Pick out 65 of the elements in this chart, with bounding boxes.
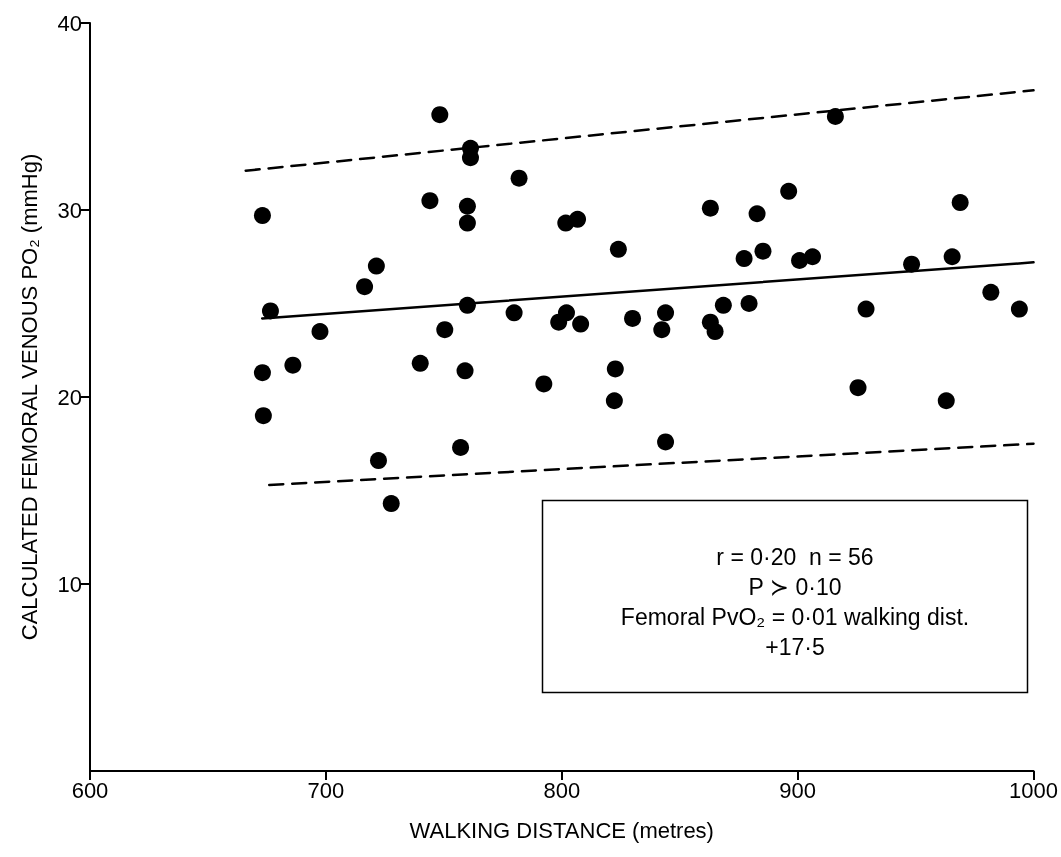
- y-tick-label: 40: [57, 10, 82, 36]
- point: [937, 392, 955, 410]
- point: [606, 360, 624, 378]
- point: [982, 283, 1000, 301]
- point: [505, 304, 523, 322]
- point: [735, 250, 753, 268]
- x-axis-title: WALKING DISTANCE (metres): [409, 817, 714, 843]
- point: [569, 210, 587, 228]
- y-tick-label: 20: [57, 384, 82, 410]
- x-tick-label: 800: [543, 777, 581, 803]
- point: [657, 433, 675, 451]
- point: [653, 321, 671, 339]
- point: [826, 108, 844, 125]
- point: [458, 296, 476, 314]
- point: [284, 356, 302, 374]
- point: [261, 302, 279, 320]
- point: [367, 257, 385, 275]
- point: [857, 300, 875, 318]
- point: [452, 438, 470, 456]
- point: [572, 315, 590, 333]
- point: [804, 248, 822, 266]
- point: [254, 407, 272, 425]
- point: [657, 304, 675, 322]
- x-tick-label: 600: [71, 777, 109, 803]
- x-tick-label: 700: [307, 777, 345, 803]
- annotation: P ≻ 0·10: [748, 574, 842, 600]
- point: [550, 313, 568, 331]
- point: [748, 205, 766, 223]
- point: [943, 248, 961, 266]
- point: [754, 242, 772, 260]
- y-tick-label: 10: [57, 571, 82, 597]
- point: [1010, 300, 1028, 318]
- point: [714, 296, 732, 314]
- point: [740, 295, 758, 312]
- point: [311, 323, 329, 341]
- point: [253, 364, 271, 382]
- point: [535, 375, 553, 393]
- point: [605, 392, 623, 410]
- point: [609, 240, 627, 258]
- point: [624, 309, 642, 327]
- annotation: r = 0·20 n = 56: [716, 544, 874, 570]
- point: [436, 321, 454, 339]
- annotation: +17·5: [765, 634, 825, 660]
- annotation: Femoral PvO₂ = 0·01 walking dist.: [620, 604, 970, 630]
- point: [411, 354, 429, 372]
- point: [903, 255, 921, 273]
- point: [701, 199, 719, 217]
- point: [456, 362, 474, 380]
- point: [253, 207, 271, 225]
- point: [706, 323, 724, 341]
- point: [356, 278, 374, 296]
- point: [370, 452, 387, 470]
- y-tick-label: 30: [57, 197, 82, 223]
- point: [849, 379, 867, 397]
- point: [431, 106, 449, 124]
- x-tick-label: 1000: [1009, 777, 1059, 803]
- x-tick-label: 900: [779, 777, 817, 803]
- point: [458, 197, 476, 215]
- point: [458, 214, 476, 232]
- point: [510, 169, 528, 187]
- point: [382, 495, 400, 513]
- point: [951, 194, 969, 212]
- y-axis-title: CALCULATED FEMORAL VENOUS PO₂ (mmHg): [16, 153, 42, 641]
- point: [421, 192, 439, 210]
- point: [780, 182, 798, 200]
